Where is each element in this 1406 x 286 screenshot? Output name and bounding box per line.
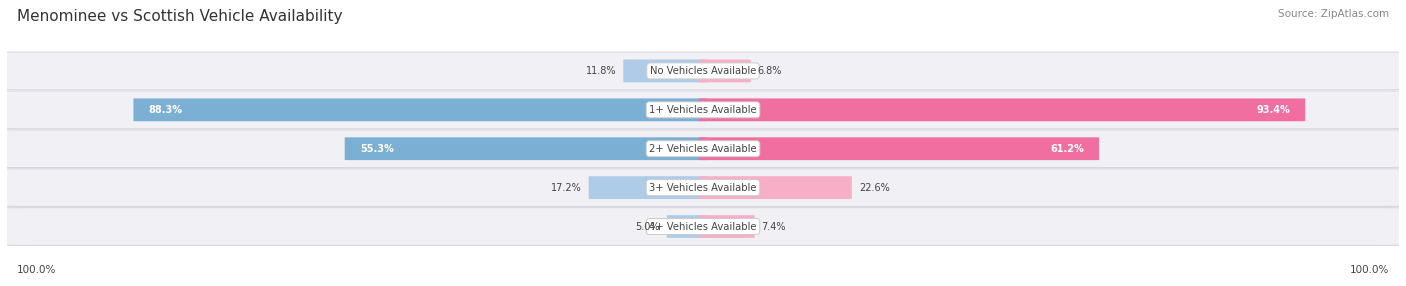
Text: 7.4%: 7.4% (762, 222, 786, 231)
Text: 11.8%: 11.8% (586, 66, 616, 76)
FancyBboxPatch shape (344, 137, 707, 160)
Text: 5.0%: 5.0% (636, 222, 659, 231)
FancyBboxPatch shape (699, 176, 852, 199)
Text: 6.8%: 6.8% (758, 66, 782, 76)
FancyBboxPatch shape (699, 59, 751, 82)
FancyBboxPatch shape (0, 169, 1406, 206)
Text: 17.2%: 17.2% (551, 183, 582, 192)
FancyBboxPatch shape (589, 176, 707, 199)
Text: 55.3%: 55.3% (360, 144, 394, 154)
Text: 88.3%: 88.3% (149, 105, 183, 115)
FancyBboxPatch shape (0, 52, 1406, 90)
Text: 22.6%: 22.6% (859, 183, 890, 192)
Text: 100.0%: 100.0% (1350, 265, 1389, 275)
Text: 4+ Vehicles Available: 4+ Vehicles Available (650, 222, 756, 231)
Text: Menominee vs Scottish Vehicle Availability: Menominee vs Scottish Vehicle Availabili… (17, 9, 343, 23)
Text: 3+ Vehicles Available: 3+ Vehicles Available (650, 183, 756, 192)
FancyBboxPatch shape (699, 98, 1305, 121)
Text: 61.2%: 61.2% (1050, 144, 1084, 154)
Text: 2+ Vehicles Available: 2+ Vehicles Available (650, 144, 756, 154)
FancyBboxPatch shape (0, 130, 1406, 168)
Text: Source: ZipAtlas.com: Source: ZipAtlas.com (1278, 9, 1389, 19)
FancyBboxPatch shape (666, 215, 707, 238)
FancyBboxPatch shape (0, 208, 1406, 245)
Text: 1+ Vehicles Available: 1+ Vehicles Available (650, 105, 756, 115)
FancyBboxPatch shape (699, 137, 1099, 160)
Text: 100.0%: 100.0% (17, 265, 56, 275)
Text: 93.4%: 93.4% (1256, 105, 1289, 115)
FancyBboxPatch shape (0, 91, 1406, 129)
Text: No Vehicles Available: No Vehicles Available (650, 66, 756, 76)
FancyBboxPatch shape (623, 59, 707, 82)
FancyBboxPatch shape (699, 215, 755, 238)
FancyBboxPatch shape (134, 98, 707, 121)
